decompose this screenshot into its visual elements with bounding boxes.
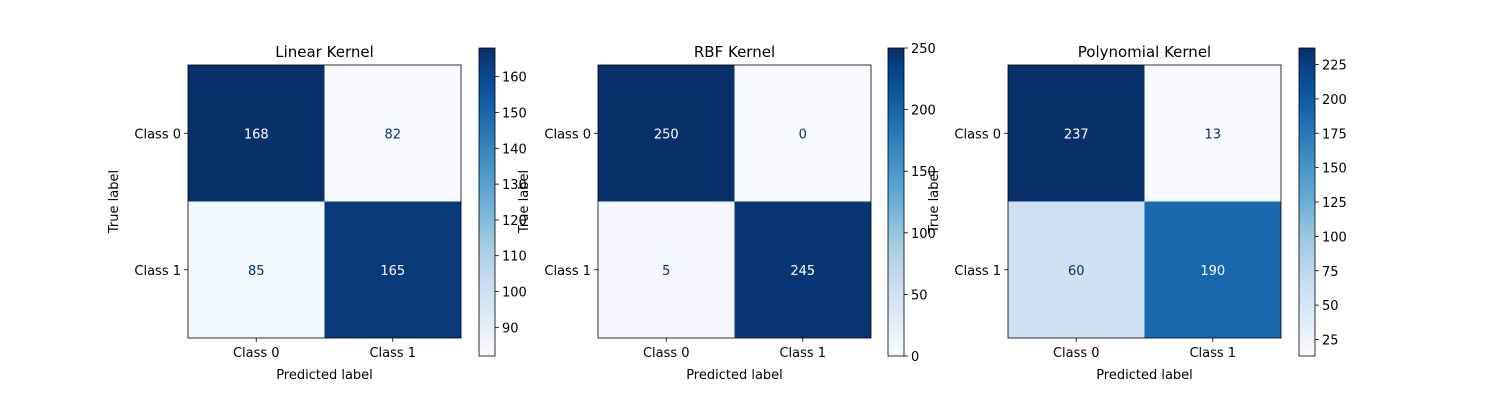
x-tick-label: Class 1 [1189, 346, 1236, 361]
colorbar-tick-label: 250 [911, 42, 936, 57]
cell-value-label: 250 [654, 127, 679, 142]
matrix-cell [598, 65, 735, 202]
colorbar-tick-label: 150 [502, 106, 527, 121]
colorbar-tick-label: 150 [1322, 162, 1347, 177]
colorbar-tick-label: 100 [911, 227, 936, 242]
x-axis-label: Predicted label [1096, 368, 1193, 383]
matrix-frame [1007, 64, 1282, 339]
cell-value-label: 13 [1204, 127, 1221, 142]
matrix-cell [1008, 65, 1145, 202]
matrix-cell [188, 65, 325, 202]
x-tick-label: Class 0 [233, 346, 280, 361]
matrix-cell [324, 201, 461, 338]
x-tick-label: Class 1 [779, 346, 826, 361]
colorbar-tick-label: 0 [911, 350, 919, 365]
cell-value-label: 245 [790, 264, 815, 279]
y-axis-label: True label [107, 170, 122, 234]
cell-value-label: 237 [1064, 127, 1089, 142]
colorbar-tick-label: 160 [502, 71, 527, 86]
matrix-cell [734, 201, 871, 338]
x-axis-label: Predicted label [276, 368, 373, 383]
colorbar-tick-label: 200 [1322, 93, 1347, 108]
colorbar-tick-label: 75 [1322, 265, 1339, 280]
colorbar-tick-label: 120 [502, 214, 527, 229]
matrix-cell [1144, 65, 1281, 202]
colorbar [478, 47, 496, 357]
matrix-cell [324, 65, 461, 202]
y-tick-label: Class 0 [954, 127, 1001, 142]
cell-value-label: 190 [1200, 264, 1225, 279]
y-tick-label: Class 0 [544, 127, 591, 142]
matrix-cell [734, 65, 871, 202]
colorbar-tick-label: 110 [502, 250, 527, 265]
colorbar-tick-label: 150 [911, 165, 936, 180]
chart-title: RBF Kernel [694, 43, 775, 61]
colorbar-tick-label: 50 [1322, 299, 1339, 314]
cell-value-label: 85 [248, 264, 265, 279]
cell-value-label: 82 [384, 127, 401, 142]
x-tick-label: Class 1 [369, 346, 416, 361]
cell-value-label: 165 [380, 264, 405, 279]
x-tick-label: Class 0 [643, 346, 690, 361]
matrix-cell [1008, 201, 1145, 338]
colorbar-tick-label: 200 [911, 104, 936, 119]
confusion-matrix-panel-2: 237 13 60 190 Polynomial Kernel Class 0 Class … [927, 43, 1347, 383]
cell-value-label: 60 [1068, 264, 1085, 279]
matrix-frame [187, 64, 462, 339]
x-tick-label: Class 0 [1053, 346, 1100, 361]
cell-value-label: 0 [799, 127, 807, 142]
y-axis-label: True label [927, 170, 942, 234]
y-tick-label: Class 1 [134, 264, 181, 279]
confusion-matrix-panel-0: 168 82 85 165 Linear Kernel Class 0 Class 1 Cla… [107, 43, 527, 383]
colorbar-tick-label: 100 [1322, 230, 1347, 245]
chart-title: Polynomial Kernel [1078, 43, 1211, 61]
cell-value-label: 5 [662, 264, 670, 279]
x-axis-label: Predicted label [686, 368, 783, 383]
matrix-cell [598, 201, 735, 338]
colorbar [887, 47, 905, 357]
y-tick-label: Class 1 [954, 264, 1001, 279]
colorbar-tick-label: 225 [1322, 59, 1347, 74]
colorbar-tick-label: 140 [502, 142, 527, 157]
colorbar-tick-label: 175 [1322, 127, 1347, 142]
matrix-cell [1144, 201, 1281, 338]
y-tick-label: Class 0 [134, 127, 181, 142]
colorbar [1298, 47, 1316, 357]
colorbar-tick-label: 100 [502, 286, 527, 301]
colorbar-tick-label: 50 [911, 288, 928, 303]
chart-title: Linear Kernel [275, 43, 374, 61]
confusion-matrix-panel-1: 250 0 5 245 RBF Kernel Class 0 Class 1 Class 0 C… [517, 42, 936, 383]
colorbar-tick-label: 25 [1322, 334, 1339, 349]
matrix-frame [597, 64, 872, 339]
y-tick-label: Class 1 [544, 264, 591, 279]
matrix-cell [188, 201, 325, 338]
colorbar-tick-label: 130 [502, 178, 527, 193]
colorbar-tick-label: 90 [502, 321, 519, 336]
y-axis-label: True label [517, 170, 532, 234]
colorbar-tick-label: 125 [1322, 196, 1347, 211]
cell-value-label: 168 [244, 127, 269, 142]
